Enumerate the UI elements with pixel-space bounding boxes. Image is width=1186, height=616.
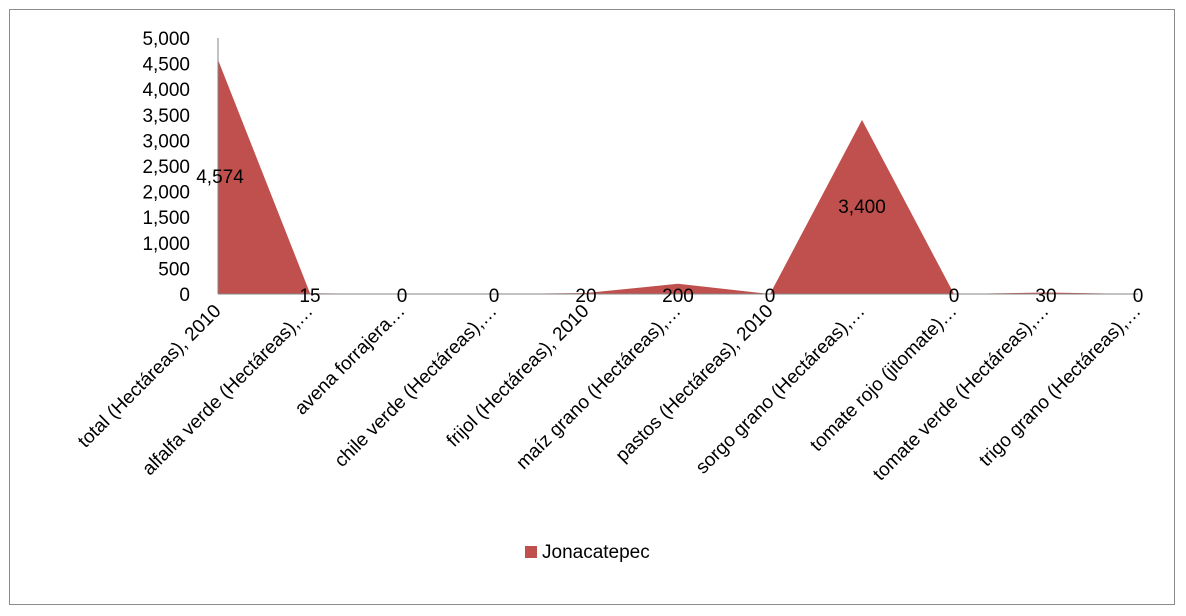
data-labels: 4,574 15 0 0 20 200 0 3,400 0 30 0 bbox=[196, 167, 1143, 307]
y-tick-label: 2,500 bbox=[142, 157, 190, 178]
data-label: 0 bbox=[949, 286, 960, 307]
axis-layer bbox=[217, 38, 1138, 295]
data-label: 15 bbox=[299, 286, 320, 307]
y-tick-label: 1,000 bbox=[142, 234, 190, 255]
y-tick-label: 1,500 bbox=[142, 208, 190, 229]
data-label: 30 bbox=[1035, 286, 1056, 307]
data-label: 0 bbox=[489, 286, 500, 307]
data-label: 4,574 bbox=[196, 167, 244, 188]
y-tick-label: 500 bbox=[158, 259, 190, 280]
x-tick-label: maíz grano (Hectáreas),… bbox=[512, 301, 685, 474]
legend: Jonacatepec bbox=[525, 542, 650, 563]
x-tick-label: alfalfa verde (Hectáreas),… bbox=[138, 301, 317, 480]
series-area-jonacatepec bbox=[218, 59, 1138, 295]
y-tick-label: 4,000 bbox=[142, 80, 190, 101]
data-label: 3,400 bbox=[838, 197, 886, 218]
x-tick-label: pastos (Hectáreas), 2010 bbox=[612, 301, 778, 467]
y-tick-label: 2,000 bbox=[142, 183, 190, 204]
legend-label: Jonacatepec bbox=[542, 542, 650, 563]
y-tick-label: 4,500 bbox=[142, 55, 190, 76]
data-label: 20 bbox=[575, 286, 596, 307]
x-tick-label: chile verde (Hectáreas),… bbox=[331, 301, 502, 472]
y-tick-label: 0 bbox=[179, 285, 190, 306]
y-tick-label: 3,000 bbox=[142, 131, 190, 152]
y-tick-label: 5,000 bbox=[142, 29, 190, 50]
series-area-layer bbox=[218, 59, 1138, 295]
legend-swatch bbox=[525, 546, 537, 558]
y-tick-labels: 0 500 1,000 1,500 2,000 2,500 3,000 3,500 4,000 4… bbox=[142, 29, 190, 306]
data-label: 0 bbox=[397, 286, 408, 307]
x-tick-label: tomate verde (Hectáreas),… bbox=[869, 301, 1053, 485]
y-tick-label: 3,500 bbox=[142, 106, 190, 127]
x-tick-label: tomate rojo (jitomate)… bbox=[806, 301, 961, 456]
chart-frame bbox=[9, 9, 1175, 605]
x-tick-label: sorgo grano (Hectáreas),… bbox=[692, 301, 870, 479]
data-label: 0 bbox=[765, 286, 776, 307]
data-label: 0 bbox=[1133, 286, 1144, 307]
x-tick-label: trigo grano (Hectáreas),… bbox=[975, 301, 1145, 471]
data-label: 200 bbox=[662, 286, 694, 307]
